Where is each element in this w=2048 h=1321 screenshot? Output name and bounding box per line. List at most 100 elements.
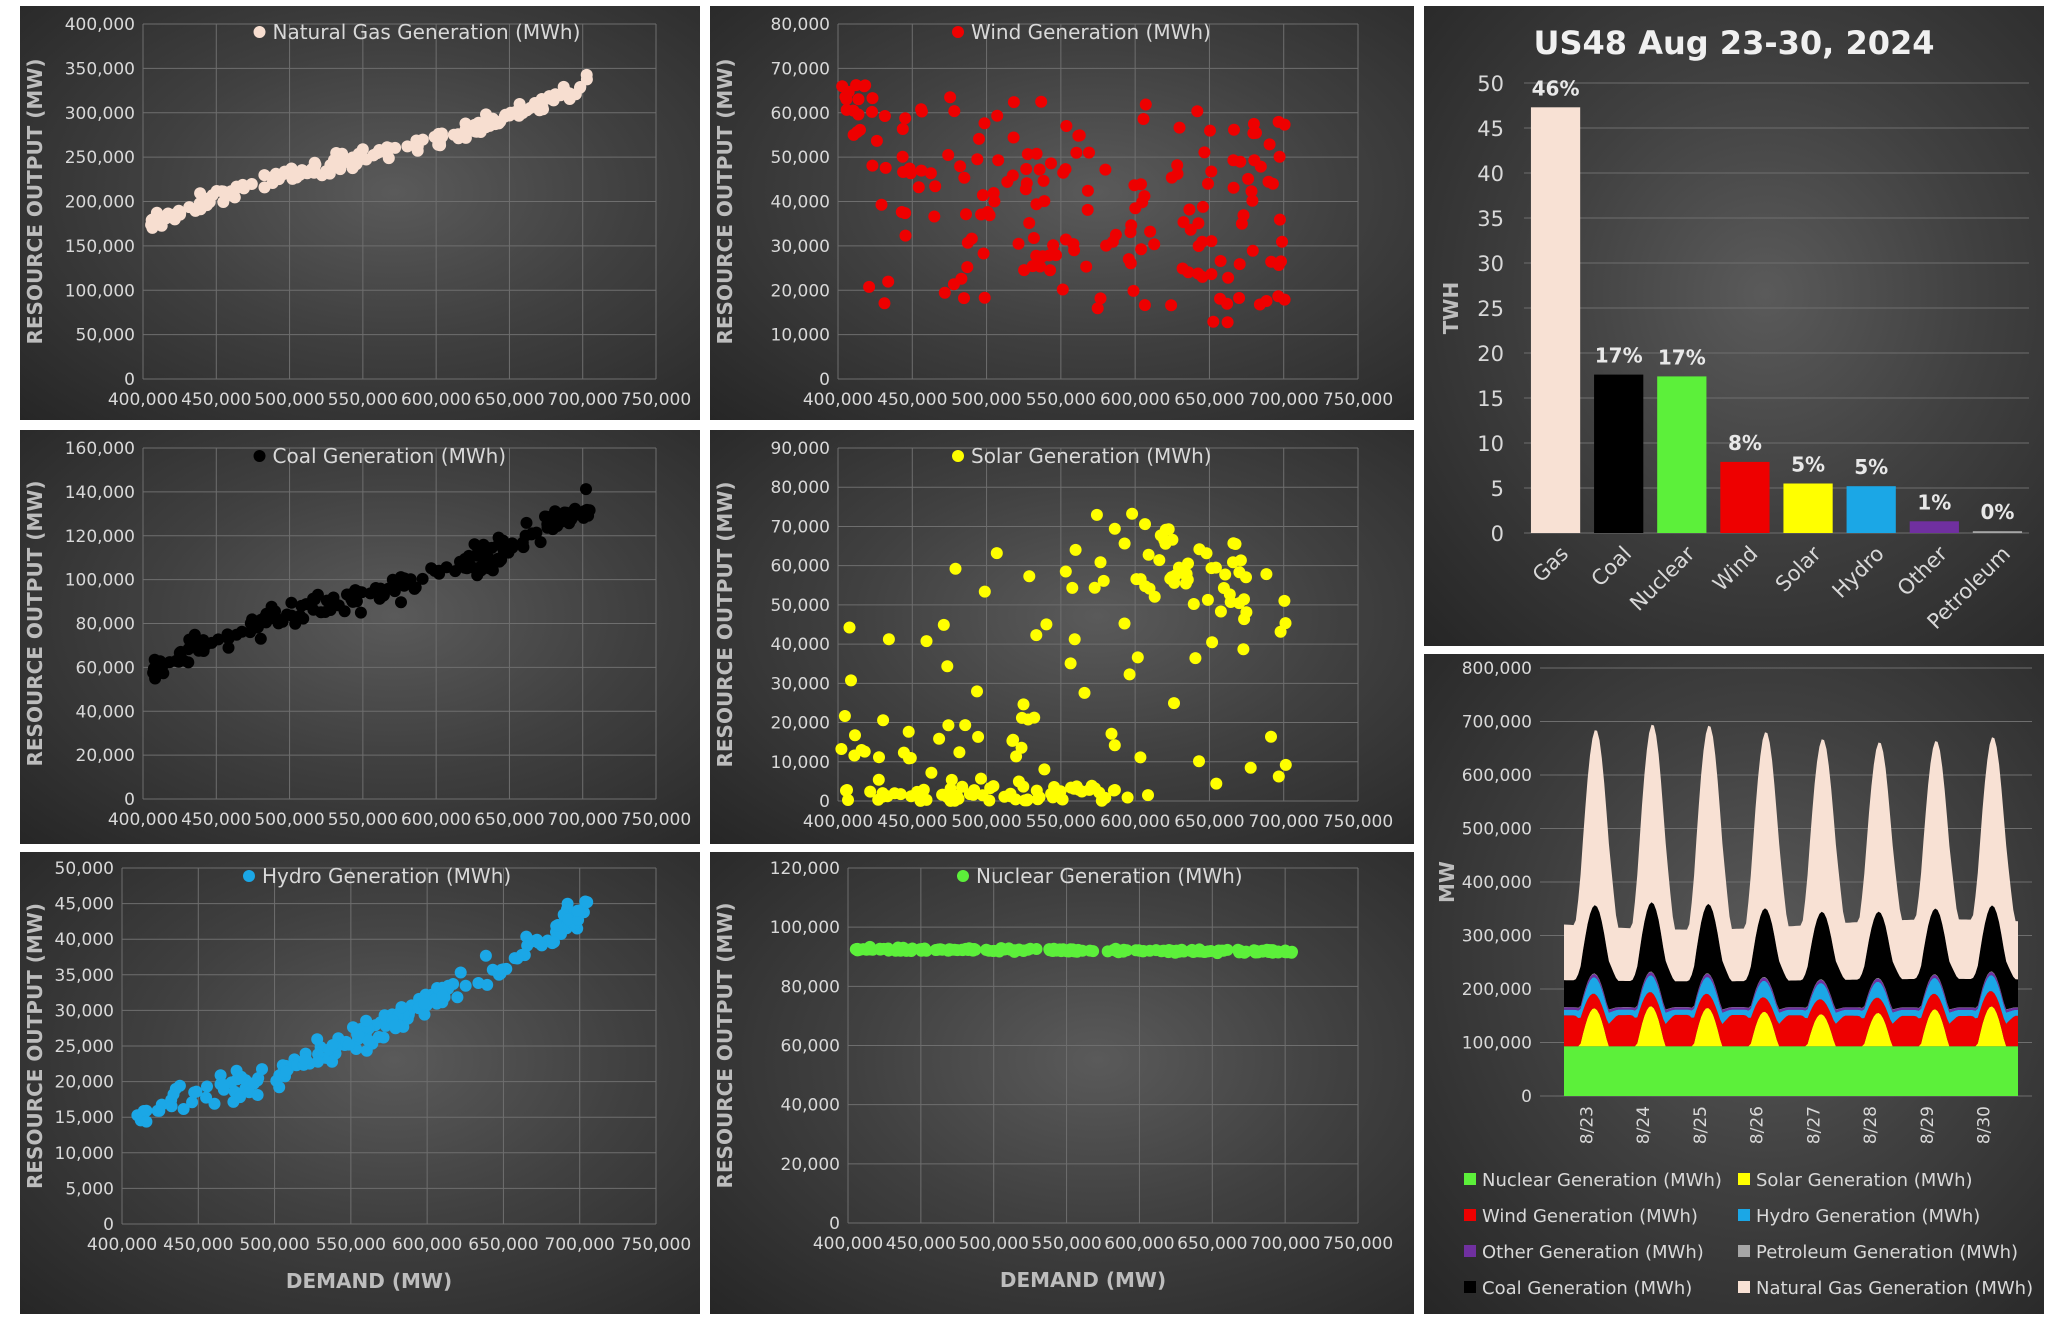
x-tick-label: 550,000 xyxy=(328,810,398,830)
wind-point xyxy=(1020,163,1033,175)
area-6 xyxy=(1564,902,2018,1010)
nuclear-point xyxy=(915,944,928,957)
solar-point xyxy=(1078,686,1091,699)
coal-point xyxy=(260,616,273,629)
wind-point xyxy=(1047,239,1060,252)
wind-point xyxy=(958,292,970,305)
bar-gas xyxy=(1530,107,1581,534)
x-tick-label: 700,000 xyxy=(1250,1234,1320,1254)
solar-point xyxy=(1108,739,1121,752)
solar-point xyxy=(1143,582,1156,595)
hydro-point xyxy=(186,1096,199,1109)
wind-point xyxy=(1276,235,1288,248)
y-tick-label: 50,000 xyxy=(76,326,135,346)
wind-point xyxy=(1272,115,1285,128)
wind-point xyxy=(1198,146,1211,159)
solar-point xyxy=(1040,618,1053,631)
data-points xyxy=(849,940,1298,960)
x-tick-label: 600,000 xyxy=(401,810,471,830)
wind-point xyxy=(847,128,860,141)
y-tick-label: 45,000 xyxy=(55,895,114,915)
solar-point xyxy=(1130,573,1143,586)
solar-point xyxy=(1217,582,1230,594)
wind-point xyxy=(1135,178,1147,191)
wind-point xyxy=(1234,155,1247,168)
solar-scatter-panel: 0 10,000 20,000 30,000 40,000 50,000 60,000 70,… xyxy=(710,430,1414,844)
wind-point xyxy=(938,286,951,299)
y-tick-label: 45 xyxy=(1477,117,1504,141)
solar-point xyxy=(1028,711,1041,724)
y-tick-label: 250,000 xyxy=(65,148,135,168)
wind-point xyxy=(929,180,942,193)
hydro-point xyxy=(167,1088,180,1101)
coal-point xyxy=(526,527,539,540)
bar-chart-title: US48 Aug 23-30, 2024 xyxy=(1534,24,1935,62)
coal-point xyxy=(502,546,515,559)
hydro-point xyxy=(372,1031,385,1043)
x-tick-label: 550,000 xyxy=(1026,812,1096,832)
solar-point xyxy=(1229,538,1242,550)
coal-point xyxy=(149,672,162,685)
wind-point xyxy=(1081,184,1094,197)
hydro-point xyxy=(131,1109,144,1122)
bar-data-label: 1% xyxy=(1917,490,1951,514)
wind-point xyxy=(1138,299,1151,312)
y-tick-label: 20,000 xyxy=(55,1073,114,1093)
legend-marker xyxy=(952,26,964,38)
nuclear-point xyxy=(1120,944,1133,957)
wind-point xyxy=(1007,96,1020,109)
solar-point xyxy=(1094,556,1107,569)
hydro-point xyxy=(298,1053,311,1066)
coal-point xyxy=(200,638,213,651)
wind-point xyxy=(944,91,957,104)
x-tick-label: 8/26 xyxy=(1748,1106,1768,1144)
wind-point xyxy=(866,105,878,118)
wind-point xyxy=(1099,163,1112,176)
wind-point xyxy=(882,275,895,288)
legend-label: Coal Generation (MWh) xyxy=(273,444,507,468)
wind-point xyxy=(1263,138,1276,151)
y-tick-label: 30,000 xyxy=(771,674,830,694)
y-tick-label: 5 xyxy=(1491,477,1504,501)
wind-point xyxy=(1233,258,1246,271)
nuclear-point xyxy=(1087,945,1100,958)
bar-data-label: 8% xyxy=(1728,431,1762,455)
solar-point xyxy=(1030,784,1043,797)
x-tick-label: 500,000 xyxy=(254,390,324,410)
solar-point xyxy=(1260,568,1273,581)
wind-point xyxy=(978,117,991,130)
wind-point xyxy=(928,210,941,223)
nuclear-point xyxy=(890,943,903,956)
coal-point xyxy=(482,552,495,564)
x-tick-label: 400,000 xyxy=(108,390,178,410)
y-tick-label: 20,000 xyxy=(771,714,830,734)
solar-point xyxy=(1279,758,1292,771)
solar-point xyxy=(897,746,910,759)
y-tick-label: 600,000 xyxy=(1462,766,1532,786)
solar-point xyxy=(1168,697,1180,710)
y-tick-label: 100,000 xyxy=(1462,1034,1532,1054)
category-label: Gas xyxy=(1528,542,1573,587)
hydro-point xyxy=(214,1069,227,1082)
solar-point xyxy=(925,766,938,779)
hydro-point xyxy=(256,1063,268,1076)
wind-point xyxy=(1165,171,1178,184)
gas-point xyxy=(230,181,243,194)
wind-point xyxy=(1165,299,1178,312)
solar-point xyxy=(1072,783,1085,796)
nuclear-point xyxy=(1030,943,1043,955)
nuclear-point xyxy=(1132,944,1145,957)
x-tick-label: 450,000 xyxy=(181,390,251,410)
solar-point xyxy=(959,719,972,732)
wind-point xyxy=(1094,292,1107,305)
y-tick-label: 0 xyxy=(1521,1087,1532,1107)
hydro-point xyxy=(190,1085,203,1098)
wind-point xyxy=(1033,163,1046,176)
x-tick-label: 8/28 xyxy=(1861,1106,1881,1144)
legend-swatch xyxy=(1464,1245,1476,1257)
wind-scatter-panel: 0 10,000 20,000 30,000 40,000 50,000 60,000 70,… xyxy=(710,6,1414,420)
bar-data-label: 5% xyxy=(1854,455,1888,479)
hydro-point xyxy=(511,952,524,965)
wind-point xyxy=(971,153,984,166)
bar-solar xyxy=(1783,483,1833,533)
